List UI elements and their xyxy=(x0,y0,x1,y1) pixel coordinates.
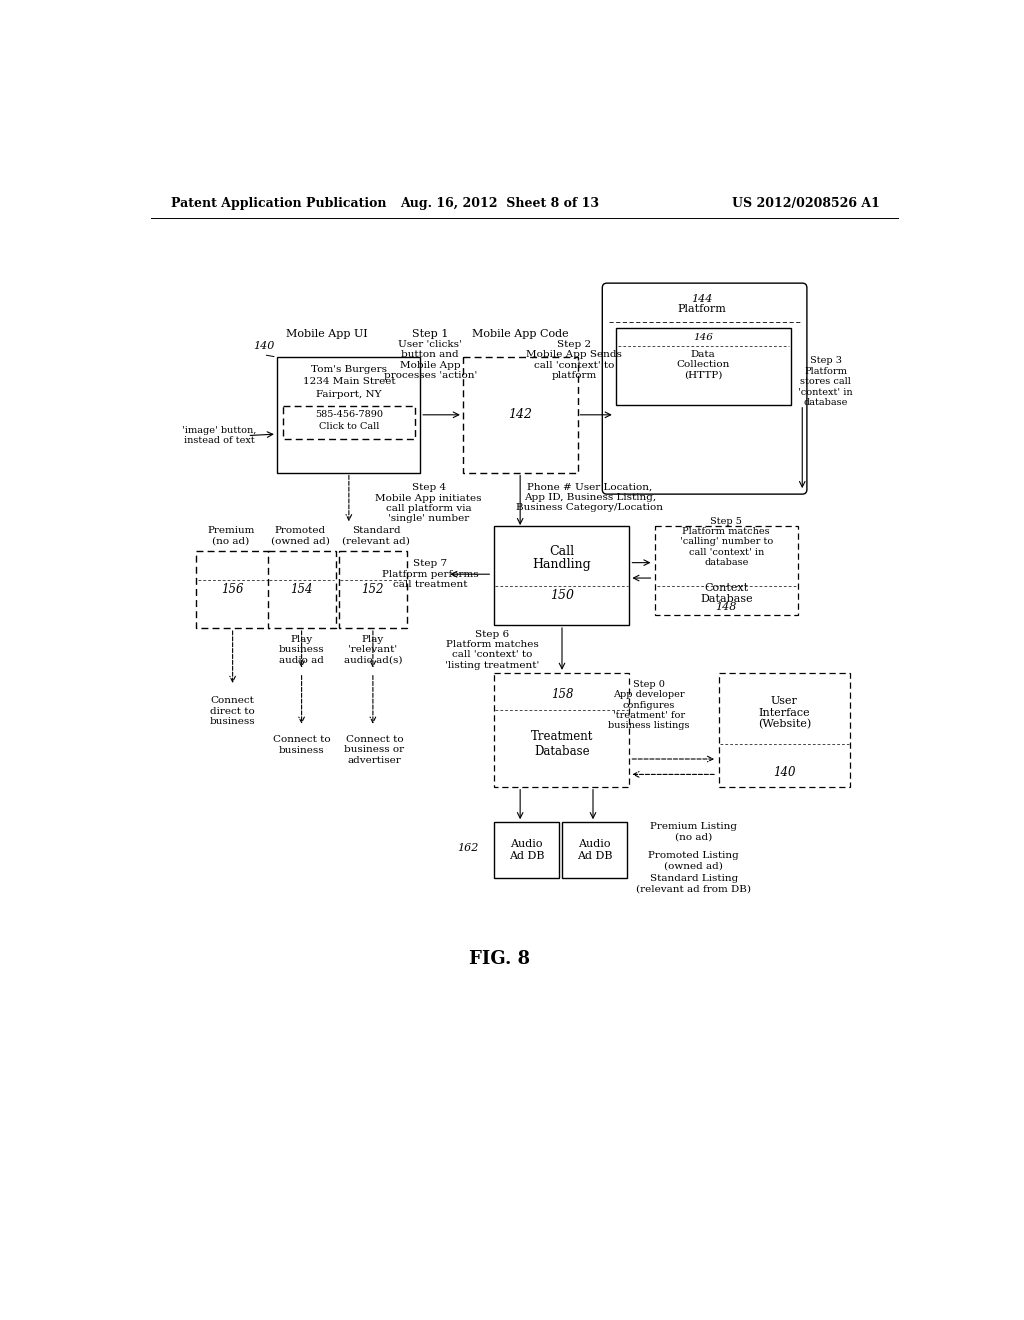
Text: Call: Call xyxy=(550,545,574,557)
Text: Connect
direct to
business: Connect direct to business xyxy=(210,697,255,726)
Text: 585-456-7890: 585-456-7890 xyxy=(314,411,383,420)
Text: Promoted Listing
(owned ad): Promoted Listing (owned ad) xyxy=(648,851,739,870)
Text: 158: 158 xyxy=(551,688,573,701)
Text: Premium
(no ad): Premium (no ad) xyxy=(208,525,255,545)
Bar xyxy=(655,527,799,615)
Text: Play
business
audio ad: Play business audio ad xyxy=(279,635,325,664)
Text: Play
'relevant'
audio ad(s): Play 'relevant' audio ad(s) xyxy=(344,635,402,664)
Bar xyxy=(494,673,630,787)
Bar xyxy=(562,822,627,878)
Text: Context
Database: Context Database xyxy=(700,582,753,605)
Text: 162: 162 xyxy=(457,842,478,853)
Bar xyxy=(283,407,415,438)
Text: Step 1: Step 1 xyxy=(412,329,449,339)
Text: User 'clicks'
button and
Mobile App
processes 'action': User 'clicks' button and Mobile App proc… xyxy=(384,341,477,380)
Text: Connect to
business: Connect to business xyxy=(272,735,331,755)
Bar xyxy=(463,358,578,473)
Text: Treatment
Database: Treatment Database xyxy=(530,730,593,758)
Text: Standard
(relevant ad): Standard (relevant ad) xyxy=(342,525,410,545)
Text: 144: 144 xyxy=(691,293,712,304)
Text: 140: 140 xyxy=(253,342,274,351)
Text: Mobile App UI: Mobile App UI xyxy=(287,329,368,339)
Bar xyxy=(339,552,407,628)
Text: Mobile App Code: Mobile App Code xyxy=(472,329,568,339)
Text: Step 5
Platform matches
'calling' number to
call 'context' in
database: Step 5 Platform matches 'calling' number… xyxy=(680,516,773,568)
Text: 148: 148 xyxy=(716,602,737,611)
Text: 'image' button,
instead of text: 'image' button, instead of text xyxy=(182,426,257,445)
Text: Promoted
(owned ad): Promoted (owned ad) xyxy=(270,525,330,545)
Text: 1234 Main Street: 1234 Main Street xyxy=(302,378,395,387)
Text: Patent Application Publication: Patent Application Publication xyxy=(171,197,386,210)
Text: 152: 152 xyxy=(361,583,384,597)
Bar xyxy=(267,552,336,628)
Text: Premium Listing
(no ad): Premium Listing (no ad) xyxy=(650,822,737,842)
Text: Tom's Burgers: Tom's Burgers xyxy=(311,364,387,374)
Text: 140: 140 xyxy=(773,767,796,779)
Text: User
Interface
(Website): User Interface (Website) xyxy=(758,696,811,730)
Bar xyxy=(276,358,420,473)
Text: 150: 150 xyxy=(550,589,574,602)
Text: Step 2
Mobile App Sends
call 'context' to
platform: Step 2 Mobile App Sends call 'context' t… xyxy=(526,341,623,380)
Bar xyxy=(197,552,269,628)
Text: Step 0
App developer
configures
'treatment' for
business listings: Step 0 App developer configures 'treatme… xyxy=(608,680,689,730)
Text: 142: 142 xyxy=(508,408,532,421)
Text: Standard Listing
(relevant ad from DB): Standard Listing (relevant ad from DB) xyxy=(636,874,752,894)
Bar xyxy=(616,327,791,405)
Text: Click to Call: Click to Call xyxy=(318,422,379,430)
Text: Platform: Platform xyxy=(677,305,726,314)
Text: Phone # User Location,
App ID, Business Listing,
Business Category/Location: Phone # User Location, App ID, Business … xyxy=(516,482,664,512)
Text: Step 3
Platform
stores call
'context' in
database: Step 3 Platform stores call 'context' in… xyxy=(798,356,853,407)
Text: US 2012/0208526 A1: US 2012/0208526 A1 xyxy=(732,197,880,210)
Text: Audio
Ad DB: Audio Ad DB xyxy=(509,840,544,861)
Text: Audio
Ad DB: Audio Ad DB xyxy=(577,840,612,861)
FancyBboxPatch shape xyxy=(602,284,807,494)
Text: Fairport, NY: Fairport, NY xyxy=(316,389,382,399)
Text: FIG. 8: FIG. 8 xyxy=(469,950,530,968)
Text: 146: 146 xyxy=(693,333,713,342)
Text: Step 6
Platform matches
call 'context' to
'listing treatment': Step 6 Platform matches call 'context' t… xyxy=(445,630,540,669)
Text: Aug. 16, 2012  Sheet 8 of 13: Aug. 16, 2012 Sheet 8 of 13 xyxy=(400,197,599,210)
Text: Data
Collection
(HTTP): Data Collection (HTTP) xyxy=(677,350,730,380)
Text: Step 4
Mobile App initiates
call platform via
'single' number: Step 4 Mobile App initiates call platfor… xyxy=(376,483,482,524)
Bar xyxy=(494,822,559,878)
Text: 156: 156 xyxy=(221,583,244,597)
Text: Handling: Handling xyxy=(532,558,592,572)
Text: Step 7
Platform performs
call treatment: Step 7 Platform performs call treatment xyxy=(382,560,478,589)
Bar xyxy=(719,673,850,787)
Bar xyxy=(494,527,630,626)
Text: 154: 154 xyxy=(291,583,313,597)
Text: Connect to
business or
advertiser: Connect to business or advertiser xyxy=(344,735,404,764)
